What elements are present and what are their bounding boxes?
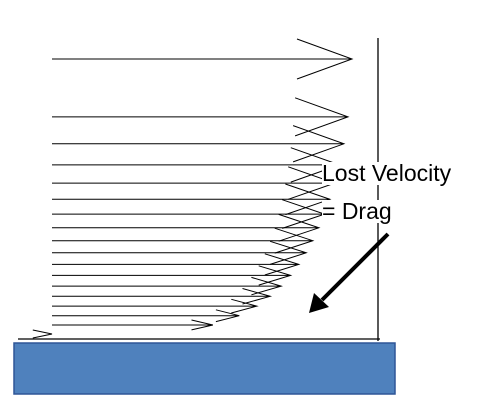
velocity-arrows — [32, 38, 354, 339]
velocity-arrow — [52, 227, 315, 254]
velocity-arrow — [52, 265, 293, 286]
velocity-arrow — [52, 298, 259, 314]
velocity-arrow — [52, 183, 332, 216]
velocity-arrow — [52, 147, 342, 183]
drag-label: = Drag — [322, 198, 392, 224]
velocity-arrow — [52, 125, 346, 163]
velocity-arrow — [52, 253, 301, 276]
velocity-arrow — [52, 166, 337, 200]
velocity-arrow — [52, 199, 327, 229]
velocity-arrow — [52, 288, 273, 305]
drag-pointer-arrowhead — [309, 293, 329, 313]
velocity-arrow — [52, 319, 214, 331]
flat-plate — [13, 342, 396, 395]
drag-pointer-shaft — [320, 232, 390, 302]
velocity-arrow — [32, 329, 53, 339]
velocity-arrow — [52, 38, 354, 80]
velocity-arrow — [52, 309, 240, 323]
velocity-arrow — [52, 276, 283, 296]
velocity-arrow — [52, 240, 308, 265]
lost-velocity-label: Lost Velocity — [322, 160, 452, 186]
velocity-arrow — [52, 213, 321, 242]
velocity-arrow — [52, 97, 350, 137]
